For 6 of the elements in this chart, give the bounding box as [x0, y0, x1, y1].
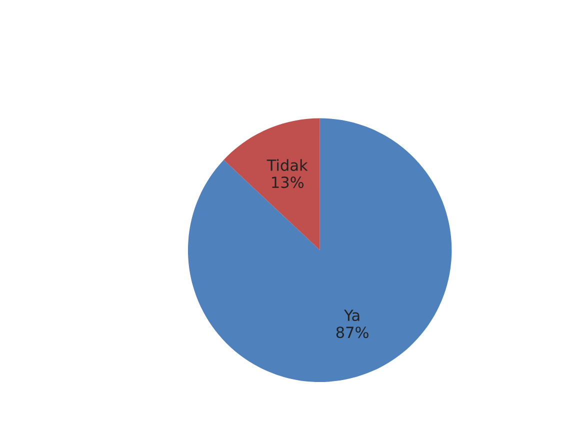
pie-slice — [188, 118, 452, 382]
slice-label: Tidak — [266, 159, 308, 171]
data-label: 13% — [272, 176, 304, 188]
data-label: 87% — [336, 326, 368, 338]
pie-slice — [224, 118, 320, 250]
slice-label: Ya — [344, 310, 360, 322]
